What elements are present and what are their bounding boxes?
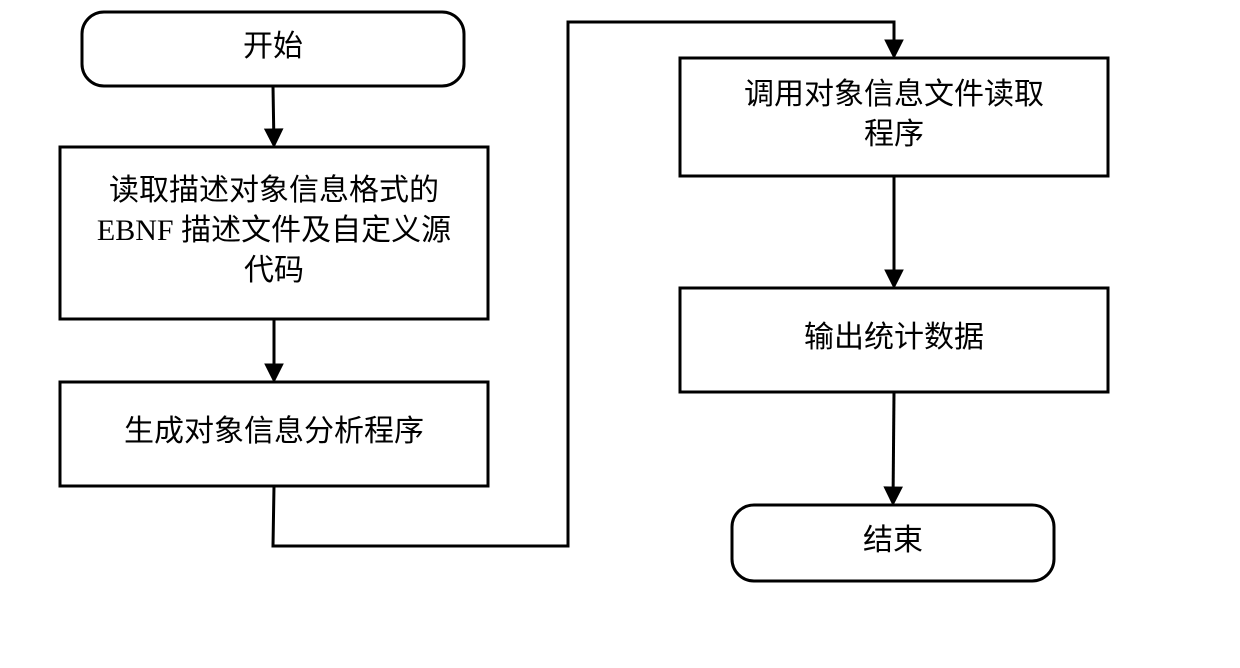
edge-arrowhead bbox=[885, 40, 903, 58]
call-label: 程序 bbox=[864, 118, 924, 151]
flow-node-read: 读取描述对象信息格式的 EBNF 描述文件及自定义源代码 bbox=[60, 147, 488, 319]
start-label: 开始 bbox=[243, 30, 303, 63]
read-label: 读取描述对象信息格式的 bbox=[109, 174, 439, 207]
gen-label: 生成对象信息分析程序 bbox=[124, 415, 424, 448]
flow-node-start: 开始 bbox=[82, 12, 464, 86]
end-label: 结束 bbox=[863, 524, 923, 557]
flow-node-end: 结束 bbox=[732, 505, 1054, 581]
edge-arrowhead bbox=[884, 487, 902, 505]
edge-line bbox=[893, 392, 894, 487]
read-label: EBNF 描述文件及自定义源 bbox=[97, 214, 451, 247]
flow-node-call: 调用对象信息文件读取程序 bbox=[680, 58, 1108, 176]
edge-arrowhead bbox=[265, 129, 283, 147]
flow-node-output: 输出统计数据 bbox=[680, 288, 1108, 392]
flow-node-gen: 生成对象信息分析程序 bbox=[60, 382, 488, 486]
edge-line bbox=[273, 86, 274, 129]
output-label: 输出统计数据 bbox=[804, 321, 984, 354]
edge-arrowhead bbox=[265, 364, 283, 382]
read-label: 代码 bbox=[244, 254, 304, 287]
edge-arrowhead bbox=[885, 270, 903, 288]
call-label: 调用对象信息文件读取 bbox=[744, 78, 1044, 111]
